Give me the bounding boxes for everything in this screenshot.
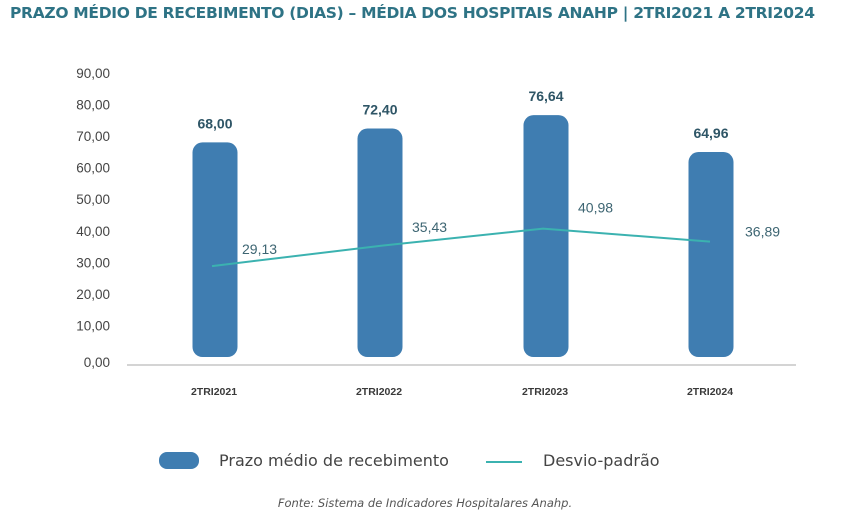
chart-title: PRAZO MÉDIO DE RECEBIMENTO (DIAS) – MÉDI…: [10, 4, 815, 22]
y-tick-label: 50,00: [76, 192, 110, 207]
line-value-label: 36,89: [745, 224, 780, 240]
x-tick-label: 2TRI2021: [191, 386, 237, 398]
bar-value-label: 68,00: [197, 115, 232, 131]
bar-series: 68,00 72,40 76,64 64,96: [192, 88, 734, 357]
y-tick-label: 70,00: [76, 129, 110, 144]
y-axis: 0,00 10,00 20,00 30,00 40,00 50,00 60,00 70,00 8…: [76, 66, 110, 370]
bar: [192, 142, 238, 357]
line-value-label: 40,98: [578, 200, 613, 216]
legend-swatch-bar: [159, 452, 199, 469]
line-series: 29,13 35,43 40,98 36,89: [211, 200, 780, 268]
bar-value-label: 72,40: [362, 102, 397, 118]
y-tick-label: 80,00: [76, 98, 110, 113]
y-tick-label: 10,00: [76, 318, 110, 333]
chart-area: 0,00 10,00 20,00 30,00 40,00 50,00 60,00 70,00 8…: [76, 66, 796, 398]
legend-label-line: Desvio-padrão: [543, 451, 660, 470]
x-tick-label: 2TRI2024: [687, 386, 733, 398]
y-tick-label: 60,00: [76, 161, 110, 176]
bar: [523, 115, 569, 357]
y-tick-label: 0,00: [84, 355, 110, 370]
y-tick-label: 90,00: [76, 66, 110, 81]
std-dev-line: [211, 227, 711, 268]
x-tick-label: 2TRI2023: [522, 386, 568, 398]
y-tick-label: 20,00: [76, 287, 110, 302]
bar-value-label: 64,96: [693, 125, 728, 141]
legend-swatch-line: [486, 461, 522, 463]
legend-label-bar: Prazo médio de recebimento: [219, 451, 449, 470]
y-tick-label: 30,00: [76, 255, 110, 270]
x-tick-label: 2TRI2022: [356, 386, 402, 398]
x-axis: 2TRI2021 2TRI2022 2TRI2023 2TRI2024: [191, 386, 733, 398]
y-tick-label: 40,00: [76, 224, 110, 239]
line-value-label: 29,13: [242, 241, 277, 257]
bar-value-label: 76,64: [528, 88, 563, 104]
legend: Prazo médio de recebimento Desvio-padrão: [0, 448, 850, 478]
bar: [357, 128, 403, 357]
line-value-label: 35,43: [412, 219, 447, 235]
bar: [688, 152, 734, 357]
source-note: Fonte: Sistema de Indicadores Hospitalar…: [277, 496, 573, 510]
